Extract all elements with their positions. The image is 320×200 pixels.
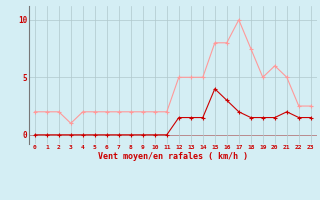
X-axis label: Vent moyen/en rafales ( km/h ): Vent moyen/en rafales ( km/h ) bbox=[98, 152, 248, 161]
